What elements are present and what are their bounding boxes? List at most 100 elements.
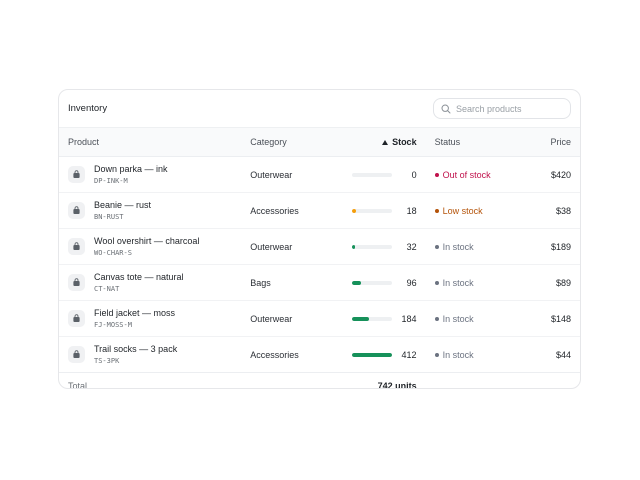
product-cell: Field jacket — moss FJ-MOSS-M	[59, 308, 241, 329]
stock-value: 184	[401, 313, 417, 324]
table-row[interactable]: Beanie — rust BN-RUST Accessories 18 Low sto…	[59, 193, 580, 229]
category-cell: Bags	[250, 277, 271, 288]
product-info: Beanie — rust BN-RUST	[94, 200, 151, 220]
shopping-bag-icon	[68, 345, 85, 363]
column-label: Stock	[392, 137, 417, 147]
table-footer: Total 742 units	[59, 372, 580, 389]
status-cell: In stock	[417, 278, 537, 288]
status-badge: In stock	[442, 241, 474, 252]
stock-bar-fill	[351, 280, 361, 285]
column-header-stock[interactable]: Stock	[337, 137, 417, 147]
product-cell: Beanie — rust BN-RUST	[59, 200, 241, 221]
status-badge: In stock	[442, 349, 474, 360]
card-header: Inventory	[59, 90, 580, 127]
price-cell: $44	[555, 349, 572, 360]
shopping-bag-icon	[68, 165, 85, 183]
stock-cell: 32	[337, 242, 417, 252]
stock-bar	[351, 208, 392, 213]
product-name: Field jacket — moss	[94, 308, 176, 319]
status-cell: Out of stock	[417, 170, 537, 180]
status-dot	[434, 208, 439, 213]
stock-value: 96	[406, 277, 417, 288]
status-badge: Low stock	[442, 205, 483, 216]
table-row[interactable]: Field jacket — moss FJ-MOSS-M Outerwear 184…	[59, 301, 580, 337]
stock-bar-fill	[351, 208, 356, 213]
column-header-price[interactable]: Price	[536, 137, 580, 147]
product-cell: Down parka — ink DP-INK-M	[59, 164, 241, 185]
stock-bar	[351, 280, 392, 285]
stock-bar	[351, 244, 392, 249]
category-cell: Outerwear	[250, 313, 293, 324]
status-cell: In stock	[417, 314, 537, 324]
search-input[interactable]	[456, 103, 563, 114]
product-name: Trail socks — 3 pack	[94, 344, 178, 355]
category-cell: Accessories	[250, 349, 299, 360]
stock-cell: 184	[337, 314, 417, 324]
column-header-category[interactable]: Category	[241, 137, 337, 147]
table-header: Product Category Stock Status Price	[59, 127, 580, 157]
price-cell: $89	[555, 277, 572, 288]
stock-value: 0	[411, 169, 417, 180]
stock-bar-fill	[351, 316, 370, 321]
column-header-product[interactable]: Product	[59, 137, 241, 147]
product-sku: WO-CHAR-S	[94, 248, 132, 257]
shopping-bag-icon	[68, 237, 85, 255]
price-cell: $38	[555, 205, 572, 216]
stock-cell: 96	[337, 278, 417, 288]
shopping-bag-icon	[68, 309, 85, 327]
table-row[interactable]: Down parka — ink DP-INK-M Outerwear 0 Out of…	[59, 157, 580, 193]
status-badge: In stock	[442, 277, 474, 288]
search-box[interactable]	[433, 98, 571, 119]
page-title: Inventory	[68, 103, 108, 114]
status-dot	[434, 352, 439, 357]
table-body: Down parka — ink DP-INK-M Outerwear 0 Out of…	[59, 157, 580, 372]
stock-value: 32	[406, 241, 417, 252]
table-row[interactable]: Trail socks — 3 pack TS-3PK Accessories 412…	[59, 337, 580, 372]
table-row[interactable]: Canvas tote — natural CT-NAT Bags 96 In stoc…	[59, 265, 580, 301]
total-cell: 742 units	[337, 381, 417, 389]
status-cell: In stock	[417, 242, 537, 252]
product-cell: Canvas tote — natural CT-NAT	[59, 272, 241, 293]
product-name: Down parka — ink	[94, 164, 168, 175]
column-header-status[interactable]: Status	[417, 137, 537, 147]
status-dot	[434, 172, 439, 177]
status-badge: In stock	[442, 313, 474, 324]
inventory-card: Inventory Product Category Stock Status …	[58, 89, 581, 389]
product-name: Wool overshirt — charcoal	[94, 236, 200, 247]
status-dot	[434, 316, 439, 321]
price-cell: $420	[550, 169, 572, 180]
status-dot	[434, 280, 439, 285]
stock-cell: 412	[337, 350, 417, 360]
stock-cell: 0	[337, 170, 417, 180]
product-cell: Wool overshirt — charcoal WO-CHAR-S	[59, 236, 241, 257]
product-sku: TS-3PK	[94, 356, 120, 365]
product-sku: CT-NAT	[94, 284, 120, 293]
stock-bar-fill	[351, 352, 392, 357]
product-sku: FJ-MOSS-M	[94, 320, 132, 329]
search-icon	[441, 103, 451, 113]
column-label: Product	[68, 137, 100, 147]
stock-bar-fill	[351, 244, 356, 249]
product-cell: Trail socks — 3 pack TS-3PK	[59, 344, 241, 365]
category-cell: Outerwear	[250, 169, 293, 180]
shopping-bag-icon	[68, 273, 85, 291]
product-info: Wool overshirt — charcoal WO-CHAR-S	[94, 236, 199, 256]
product-info: Canvas tote — natural CT-NAT	[94, 272, 184, 292]
category-cell: Accessories	[250, 205, 299, 216]
column-label: Status	[434, 137, 461, 147]
product-name: Canvas tote — natural	[94, 272, 184, 283]
stock-cell: 18	[337, 206, 417, 216]
product-sku: DP-INK-M	[94, 176, 128, 185]
product-info: Down parka — ink DP-INK-M	[94, 164, 168, 184]
table-row[interactable]: Wool overshirt — charcoal WO-CHAR-S Outerw…	[59, 229, 580, 265]
product-info: Field jacket — moss FJ-MOSS-M	[94, 308, 175, 328]
stock-bar	[351, 172, 392, 177]
stock-value: 18	[406, 205, 417, 216]
status-dot	[434, 244, 439, 249]
total-label: Total	[68, 381, 88, 389]
sort-ascending-icon	[382, 139, 389, 145]
stock-bar	[351, 352, 392, 357]
category-cell: Outerwear	[250, 241, 293, 252]
inventory-table: Product Category Stock Status Price Down…	[59, 127, 580, 389]
total-units: 742 units	[377, 381, 417, 389]
